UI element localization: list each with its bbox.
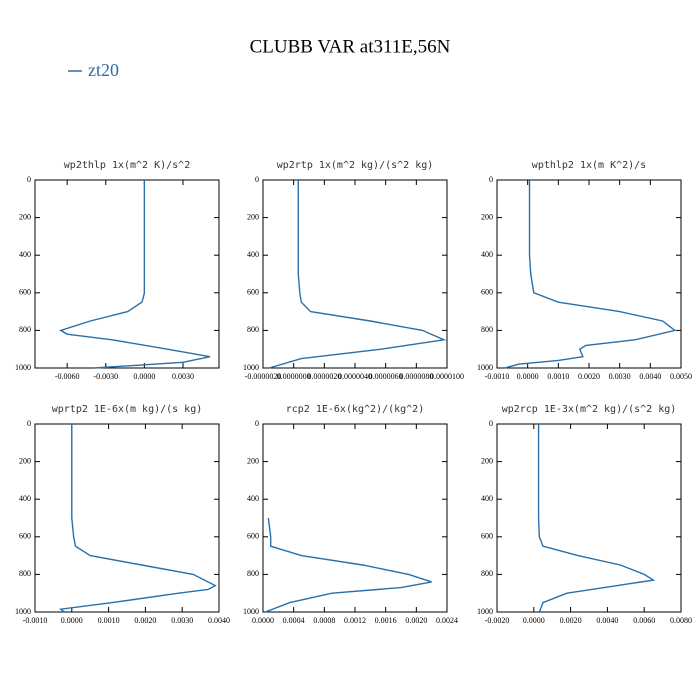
y-tick-label: 600 (481, 288, 493, 297)
x-tick-label: 0.0020 (578, 372, 600, 381)
y-tick-label: 0 (255, 175, 259, 184)
y-tick-label: 800 (19, 569, 31, 578)
y-tick-label: 400 (481, 250, 493, 259)
y-tick-label: 200 (19, 212, 31, 221)
profile-line (268, 180, 447, 369)
legend-label: zt20 (88, 60, 119, 80)
y-tick-label: 600 (247, 532, 259, 541)
x-tick-label: 0.0008 (313, 616, 335, 625)
profile-line (265, 517, 432, 613)
y-tick-label: 800 (481, 569, 493, 578)
x-tick-label: 0.0000 (133, 372, 155, 381)
y-tick-label: 0 (255, 419, 259, 428)
x-tick-label: -0.0020 (485, 616, 510, 625)
y-tick-label: 1000 (15, 607, 31, 616)
x-tick-label: 0.0040 (639, 372, 661, 381)
y-tick-label: 600 (19, 532, 31, 541)
profile-line (537, 424, 656, 613)
y-tick-label: 600 (247, 288, 259, 297)
y-tick-label: 200 (19, 456, 31, 465)
panel-title: wprtp2 1E-6x(m kg)/(s kg) (52, 404, 203, 415)
y-tick-label: 800 (247, 569, 259, 578)
y-tick-label: 400 (247, 494, 259, 503)
x-tick-label: -0.0030 (93, 372, 118, 381)
plot-frame (496, 423, 682, 613)
x-tick-label: 0.0000 (61, 616, 83, 625)
y-tick-label: 400 (19, 250, 31, 259)
x-tick-label: 0.0030 (171, 616, 193, 625)
x-tick-label: -0.0060 (55, 372, 80, 381)
y-tick-label: 400 (481, 494, 493, 503)
profile-line (58, 424, 217, 613)
y-tick-label: 600 (19, 288, 31, 297)
y-tick-label: 200 (481, 212, 493, 221)
plot-frame (34, 423, 220, 613)
y-tick-label: 200 (481, 456, 493, 465)
y-tick-label: 1000 (477, 363, 493, 372)
profile-line (59, 180, 211, 369)
plot-frame (262, 179, 448, 369)
y-tick-label: 0 (489, 419, 493, 428)
x-tick-label: 0.0060 (633, 616, 655, 625)
x-tick-label: 0.0000000 (277, 372, 311, 381)
panel-title: rcp2 1E-6x(kg^2)/(kg^2) (286, 404, 424, 415)
y-tick-label: 200 (247, 212, 259, 221)
panel-title: wpthlp2 1x(m K^2)/s (532, 160, 646, 171)
y-tick-label: 800 (247, 325, 259, 334)
y-tick-label: 800 (481, 325, 493, 334)
x-tick-label: 0.0000 (517, 372, 539, 381)
x-tick-label: 0.0080 (670, 616, 692, 625)
x-tick-label: 0.0050 (670, 372, 692, 381)
y-tick-label: 0 (489, 175, 493, 184)
x-tick-label: 0.0010 (98, 616, 120, 625)
x-tick-label: 0.0030 (172, 372, 194, 381)
y-tick-label: 1000 (243, 607, 259, 616)
x-tick-label: 0.0000 (252, 616, 274, 625)
x-tick-label: 0.0024 (436, 616, 458, 625)
y-tick-label: 1000 (15, 363, 31, 372)
x-tick-label: 0.0040 (596, 616, 618, 625)
x-tick-label: 0.0020 (560, 616, 582, 625)
y-tick-label: 400 (19, 494, 31, 503)
x-tick-label: 0.0000100 (430, 372, 464, 381)
y-tick-label: 0 (27, 419, 31, 428)
x-tick-label: 0.0000080 (399, 372, 433, 381)
x-tick-label: 0.0012 (344, 616, 366, 625)
y-tick-label: 0 (27, 175, 31, 184)
x-tick-label: 0.0000040 (338, 372, 372, 381)
y-tick-label: 400 (247, 250, 259, 259)
panel-title: wp2rtp 1x(m^2 kg)/(s^2 kg) (277, 160, 434, 171)
x-tick-label: 0.0020 (405, 616, 427, 625)
panel-title: wp2rcp 1E-3x(m^2 kg)/(s^2 kg) (502, 404, 677, 415)
x-tick-label: 0.0000020 (307, 372, 341, 381)
y-tick-label: 800 (19, 325, 31, 334)
x-tick-label: -0.0010 (23, 616, 48, 625)
x-tick-label: 0.0020 (134, 616, 156, 625)
y-tick-label: 1000 (243, 363, 259, 372)
x-tick-label: 0.0000060 (369, 372, 403, 381)
y-tick-label: 200 (247, 456, 259, 465)
x-tick-label: 0.0030 (609, 372, 631, 381)
x-tick-label: 0.0000 (523, 616, 545, 625)
y-tick-label: 1000 (477, 607, 493, 616)
profile-line (504, 180, 677, 369)
x-tick-label: -0.0000020 (245, 372, 282, 381)
x-tick-label: 0.0010 (547, 372, 569, 381)
x-tick-label: 0.0004 (283, 616, 305, 625)
plot-frame (34, 179, 220, 369)
x-tick-label: 0.0016 (375, 616, 397, 625)
figure-title: CLUBB VAR at311E,56N (250, 36, 451, 57)
x-tick-label: 0.0040 (208, 616, 230, 625)
panel-title: wp2thlp 1x(m^2 K)/s^2 (64, 160, 190, 171)
y-tick-label: 600 (481, 532, 493, 541)
plot-frame (496, 179, 682, 369)
x-tick-label: -0.0010 (485, 372, 510, 381)
